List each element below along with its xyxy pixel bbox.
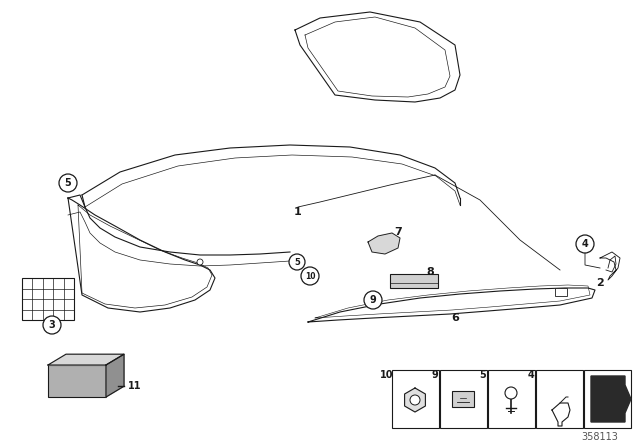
FancyBboxPatch shape — [536, 370, 583, 428]
FancyBboxPatch shape — [22, 278, 74, 320]
FancyBboxPatch shape — [390, 274, 438, 288]
Circle shape — [43, 316, 61, 334]
Text: 9: 9 — [431, 370, 438, 380]
FancyBboxPatch shape — [452, 391, 474, 407]
FancyBboxPatch shape — [48, 365, 106, 397]
Circle shape — [364, 291, 382, 309]
Text: 4: 4 — [582, 239, 588, 249]
FancyBboxPatch shape — [392, 370, 439, 428]
Polygon shape — [48, 354, 124, 365]
Text: 1: 1 — [294, 207, 302, 217]
FancyBboxPatch shape — [555, 288, 567, 296]
Text: 8: 8 — [426, 267, 434, 277]
Circle shape — [410, 395, 420, 405]
Text: 6: 6 — [451, 313, 459, 323]
Text: 10: 10 — [380, 370, 394, 380]
Text: 2: 2 — [596, 278, 604, 288]
Polygon shape — [404, 388, 426, 412]
Polygon shape — [368, 233, 400, 254]
Polygon shape — [591, 376, 631, 422]
Circle shape — [505, 387, 517, 399]
Text: 5: 5 — [294, 258, 300, 267]
FancyBboxPatch shape — [584, 370, 631, 428]
Text: 9: 9 — [370, 295, 376, 305]
Text: 11: 11 — [128, 381, 141, 391]
Polygon shape — [106, 354, 124, 397]
Circle shape — [197, 259, 203, 265]
Text: 4: 4 — [527, 370, 534, 380]
Text: 5: 5 — [65, 178, 72, 188]
FancyBboxPatch shape — [488, 370, 535, 428]
FancyBboxPatch shape — [440, 370, 487, 428]
Circle shape — [59, 174, 77, 192]
Text: 7: 7 — [394, 227, 402, 237]
Text: 3: 3 — [49, 320, 56, 330]
Circle shape — [576, 235, 594, 253]
Circle shape — [289, 254, 305, 270]
Text: 358113: 358113 — [581, 432, 618, 442]
Text: 10: 10 — [305, 271, 316, 280]
Circle shape — [301, 267, 319, 285]
Text: 5: 5 — [479, 370, 486, 380]
